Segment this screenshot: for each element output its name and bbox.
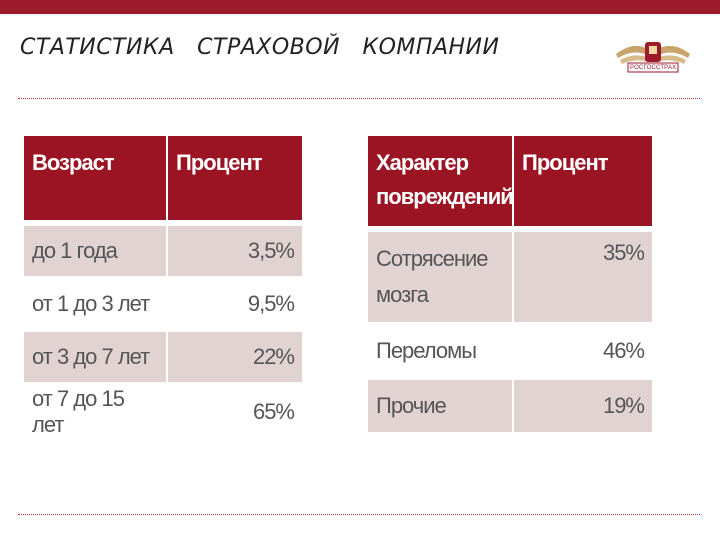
- age-table: Возраст Процент до 1 года 3,5% от 1 до 3…: [24, 136, 302, 438]
- header-percent: Процент: [512, 136, 652, 226]
- table-row: Переломы 46%: [368, 326, 652, 376]
- bottom-divider: [18, 514, 700, 515]
- row-value: 22%: [166, 332, 302, 382]
- table-header-row: Возраст Процент: [24, 136, 302, 220]
- row-value: 65%: [166, 386, 302, 438]
- injury-table: Характер повреждений Процент Сотрясение …: [368, 136, 652, 436]
- row-value: 19%: [512, 380, 652, 432]
- table-row: от 3 до 7 лет 22%: [24, 332, 302, 382]
- row-label: от 7 до 15 лет: [24, 386, 166, 438]
- table-row: от 1 до 3 лет 9,5%: [24, 278, 302, 330]
- logo-text: РОСГОССТРАХ: [630, 65, 676, 71]
- table-header-row: Характер повреждений Процент: [368, 136, 652, 226]
- row-value: 35%: [512, 232, 652, 322]
- row-label: от 1 до 3 лет: [24, 278, 166, 330]
- table-row: до 1 года 3,5%: [24, 226, 302, 276]
- header-age: Возраст: [24, 136, 166, 220]
- eagle-emblem-icon: [616, 42, 690, 73]
- row-value: 46%: [512, 326, 652, 376]
- row-value: 9,5%: [166, 278, 302, 330]
- row-label: Сотрясение мозга: [368, 232, 512, 322]
- header-injury: Характер повреждений: [368, 136, 514, 226]
- table-row: Сотрясение мозга 35%: [368, 232, 652, 322]
- header-percent: Процент: [166, 136, 302, 220]
- top-divider: [18, 98, 700, 99]
- row-label: Прочие: [368, 380, 512, 432]
- row-label: до 1 года: [24, 226, 166, 276]
- table-row: Прочие 19%: [368, 380, 652, 432]
- table-row: от 7 до 15 лет 65%: [24, 386, 302, 438]
- row-label: от 3 до 7 лет: [24, 332, 166, 382]
- top-accent-bar: [0, 0, 720, 14]
- row-value: 3,5%: [166, 226, 302, 276]
- row-label: Переломы: [368, 326, 512, 376]
- page-title: СТАТИСТИКА СТРАХОВОЙ КОМПАНИИ: [20, 35, 500, 60]
